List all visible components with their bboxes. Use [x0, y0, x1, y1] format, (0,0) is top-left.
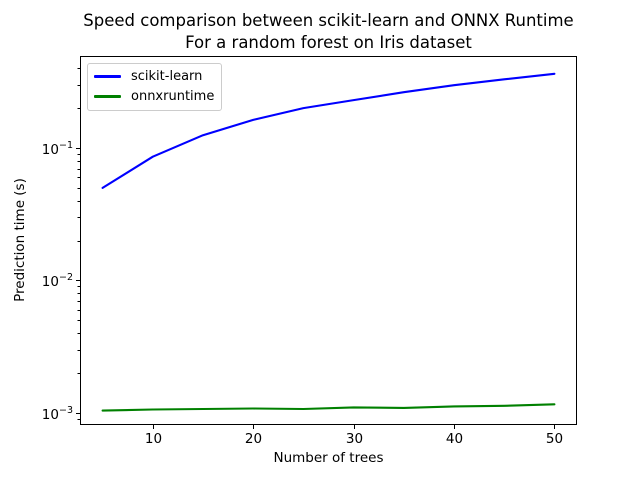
x-tick-label: 10 [145, 431, 162, 447]
x-tick-label: 30 [346, 431, 363, 447]
chart-title-line2: For a random forest on Iris dataset [185, 33, 472, 52]
legend-line-sample-scikit-learn [94, 75, 121, 78]
axes-frame [80, 56, 577, 425]
x-tick-label: 20 [245, 431, 262, 447]
x-tick-label: 50 [546, 431, 563, 447]
legend-entry-onnxruntime: onnxruntime [94, 88, 214, 105]
legend-line-sample-onnxruntime [94, 95, 121, 98]
y-tick-label: 10−3 [42, 405, 73, 423]
x-axis-label: Number of trees [273, 450, 384, 466]
x-tick-label: 40 [446, 431, 463, 447]
legend-entry-scikit-learn: scikit-learn [94, 68, 214, 85]
series-line-onnxruntime [101, 403, 556, 412]
y-tick-label: 10−1 [42, 140, 73, 158]
y-axis-label: Prediction time (s) [12, 178, 28, 302]
legend-label-onnxruntime: onnxruntime [131, 89, 215, 104]
chart-title-line1: Speed comparison between scikit-learn an… [83, 11, 574, 30]
legend-label-scikit-learn: scikit-learn [131, 69, 203, 84]
legend: scikit-learn onnxruntime [87, 63, 223, 111]
y-tick-label: 10−2 [42, 272, 73, 290]
series-line-scikit-learn [101, 72, 556, 189]
chart-title: Speed comparison between scikit-learn an… [80, 10, 577, 54]
